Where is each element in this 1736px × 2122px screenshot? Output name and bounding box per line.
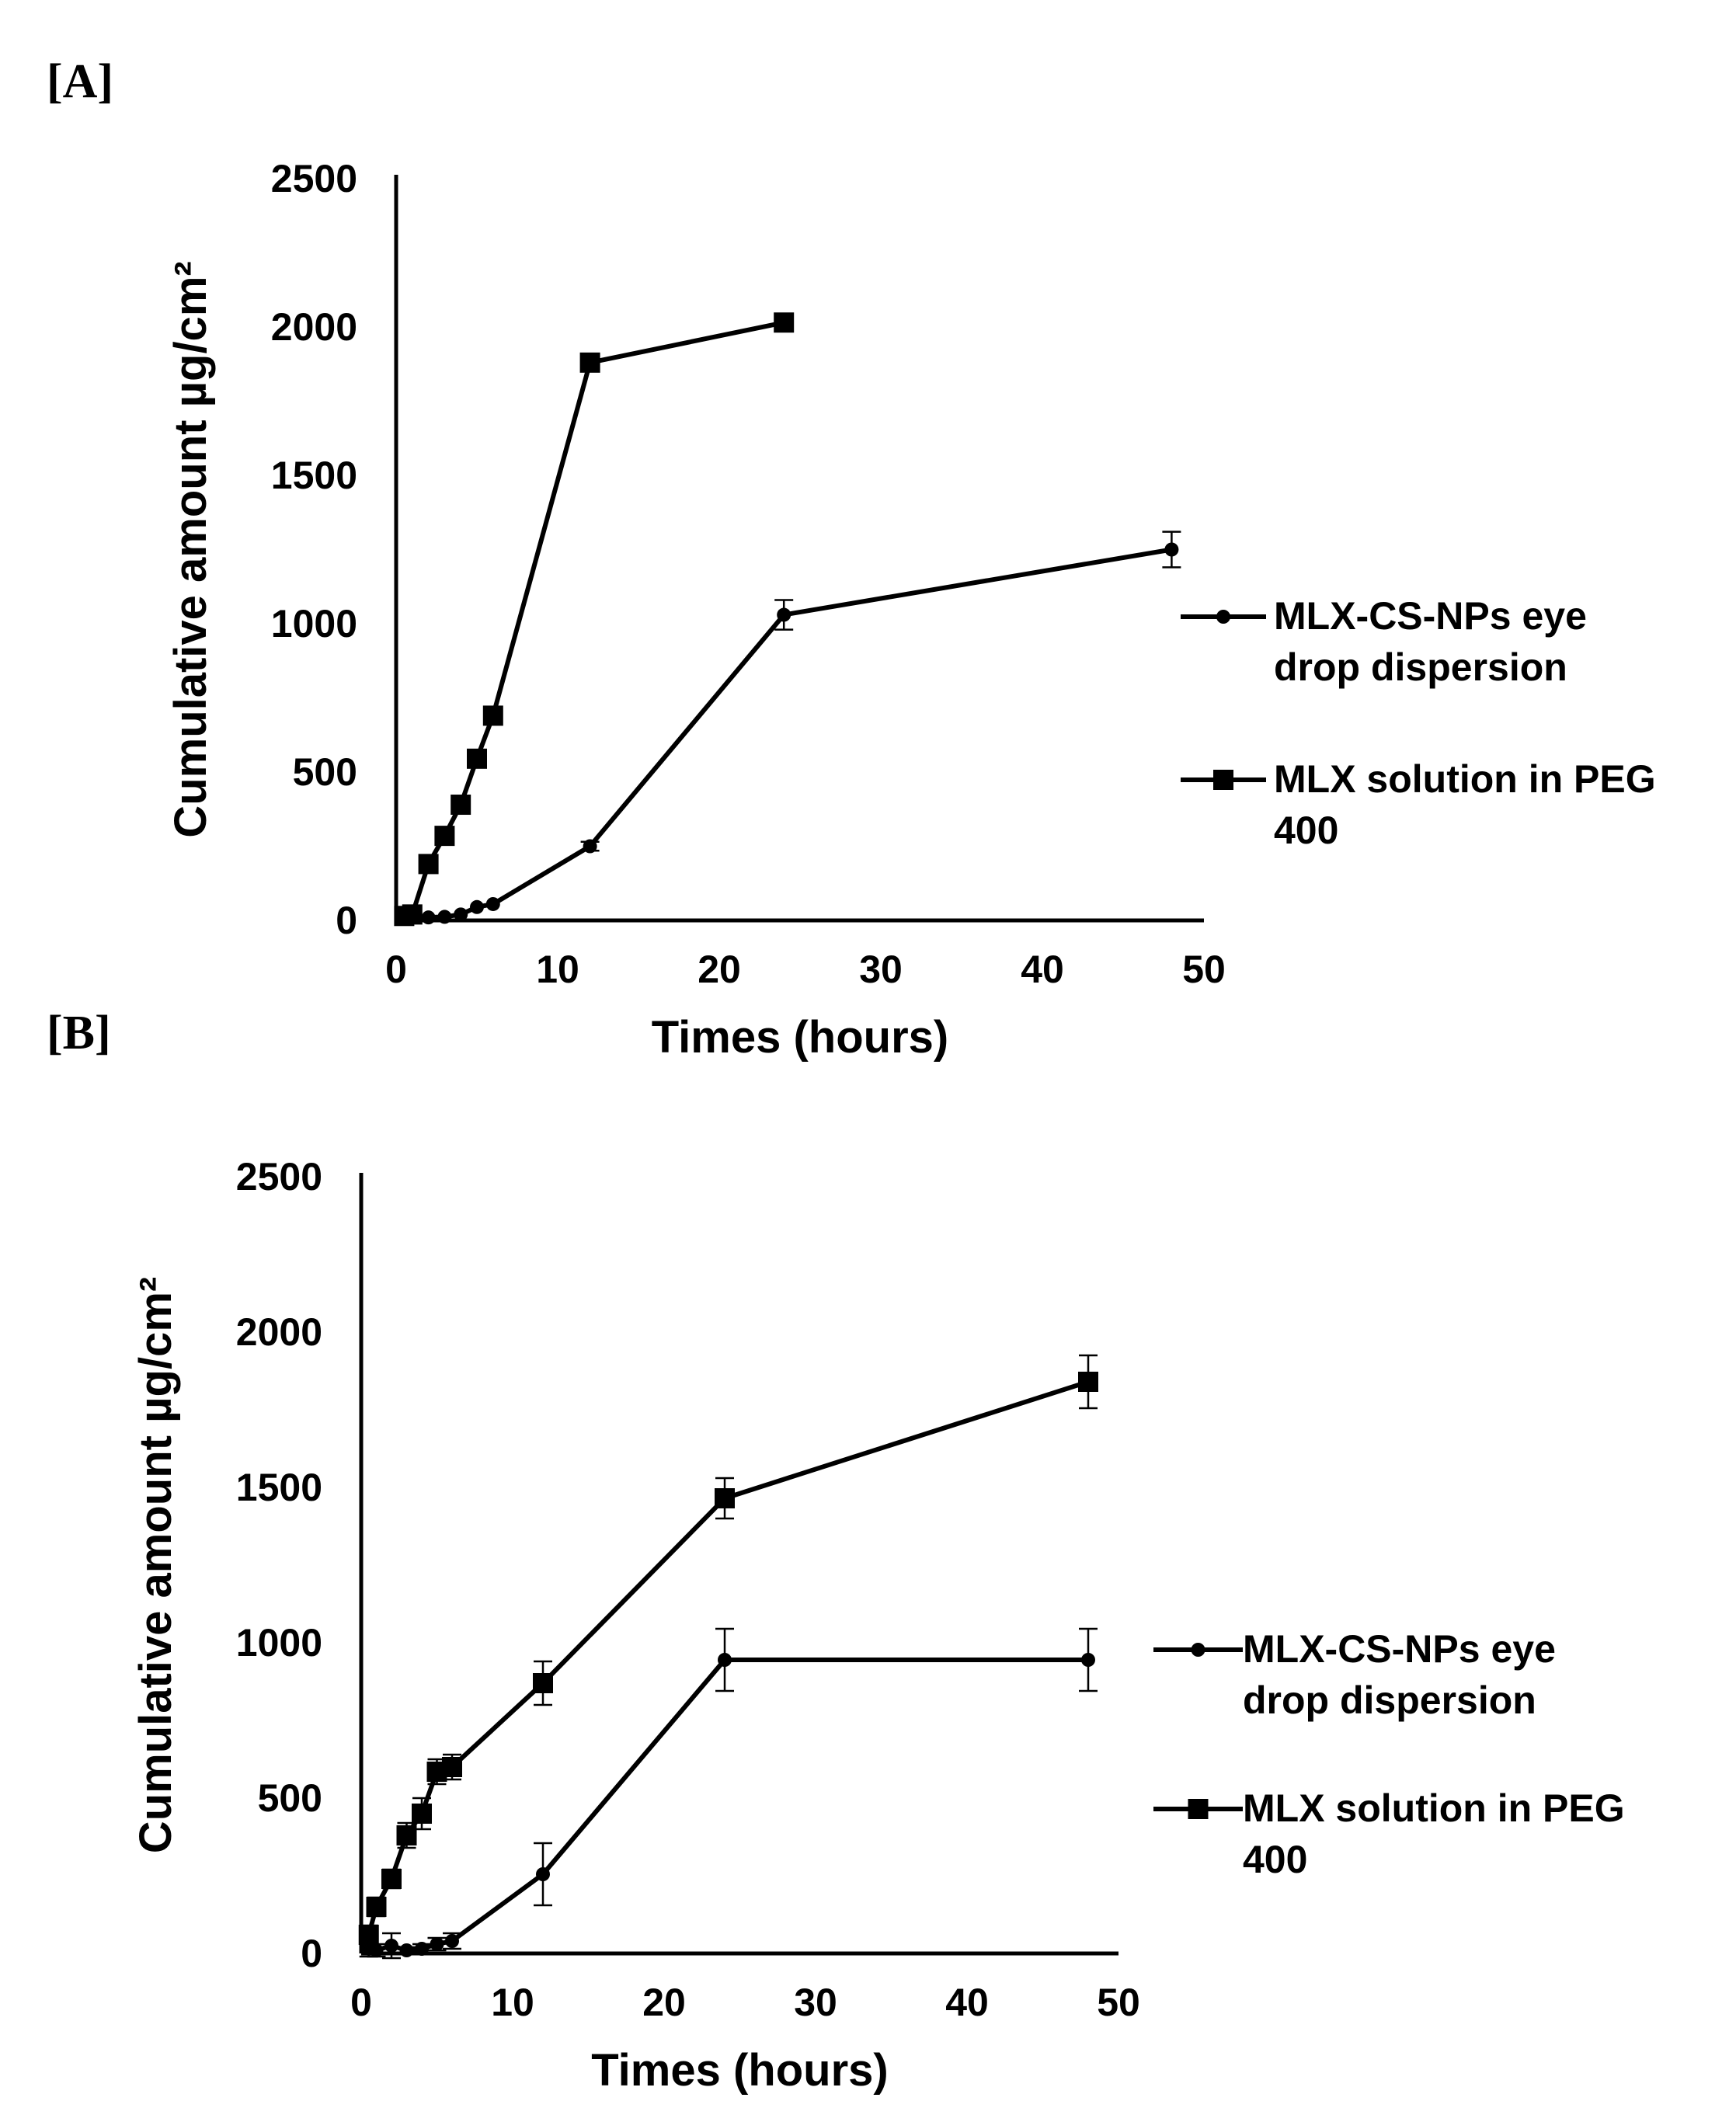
data-point [396, 1825, 417, 1845]
data-point [454, 907, 468, 922]
x-tick-label: 10 [491, 1981, 534, 2024]
legend-marker [1216, 610, 1230, 624]
x-tick-label: 50 [1097, 1981, 1140, 2024]
legend-marker [1213, 770, 1233, 790]
y-tick-label: 2000 [236, 1310, 322, 1354]
data-point [774, 312, 795, 333]
data-point [366, 1897, 387, 1917]
legend-label: drop dispersion [1243, 1678, 1536, 1722]
data-point [451, 795, 471, 816]
y-tick-label: 0 [336, 899, 357, 942]
data-point [402, 904, 423, 925]
series-line [403, 320, 785, 919]
x-tick-label: 0 [350, 1981, 372, 2024]
series-line [366, 1379, 1089, 1936]
data-point [437, 910, 452, 924]
y-tick-label: 2500 [271, 157, 357, 200]
data-point [718, 1653, 732, 1667]
data-point [442, 1757, 462, 1777]
y-axis-title: Cumulative amount µg/cm² [165, 261, 216, 837]
data-point [536, 1867, 550, 1881]
legend-label: MLX-CS-NPs eye [1243, 1627, 1556, 1671]
data-point [467, 748, 487, 769]
y-tick-label: 1500 [236, 1466, 322, 1509]
legend-marker [1191, 1643, 1205, 1657]
y-axis-title: Cumulative amount µg/cm² [130, 1277, 181, 1853]
x-tick-label: 30 [794, 1981, 837, 2024]
data-point [583, 839, 597, 854]
x-tick-label: 40 [945, 1981, 989, 2024]
x-tick-label: 50 [1182, 948, 1226, 991]
x-tick-label: 0 [385, 948, 407, 991]
y-tick-label: 500 [293, 750, 357, 794]
data-point [1164, 542, 1179, 557]
x-tick-label: 20 [698, 948, 741, 991]
x-tick-label: 40 [1021, 948, 1064, 991]
legend-label: MLX solution in PEG [1243, 1786, 1625, 1830]
x-tick-label: 30 [859, 948, 903, 991]
y-tick-label: 2000 [271, 305, 357, 349]
data-point [777, 607, 791, 622]
legend-marker [1188, 1799, 1209, 1819]
y-tick-label: 0 [301, 1932, 322, 1975]
data-point [1078, 1372, 1098, 1392]
y-tick-label: 2500 [236, 1155, 322, 1198]
panel-label: [B] [47, 1007, 111, 1059]
data-point [418, 854, 439, 875]
data-point [482, 705, 503, 726]
data-point [381, 1869, 402, 1889]
y-tick-label: 1500 [271, 454, 357, 497]
y-tick-label: 1000 [236, 1621, 322, 1665]
x-tick-label: 20 [642, 1981, 686, 2024]
data-point [358, 1925, 379, 1945]
panel-label: [A] [47, 55, 113, 108]
data-point [1081, 1653, 1095, 1667]
data-point [445, 1934, 459, 1948]
legend-label: MLX-CS-NPs eye [1274, 594, 1587, 638]
x-tick-label: 10 [536, 948, 579, 991]
legend-label: 400 [1243, 1838, 1307, 1881]
legend-label: 400 [1274, 809, 1338, 852]
data-point [369, 1943, 384, 1957]
data-point [412, 1804, 432, 1824]
data-point [485, 896, 500, 911]
x-axis-title: Times (hours) [591, 2045, 888, 2096]
series-line [403, 547, 1172, 920]
data-point [384, 1939, 398, 1953]
series-line [367, 1658, 1088, 1953]
data-point [470, 899, 484, 914]
data-point [715, 1488, 735, 1508]
y-tick-label: 1000 [271, 602, 357, 645]
y-tick-label: 500 [258, 1776, 322, 1820]
data-point [579, 352, 600, 373]
data-point [533, 1673, 553, 1693]
data-point [415, 1942, 429, 1956]
data-point [421, 910, 436, 925]
data-point [399, 1943, 414, 1957]
legend-label: drop dispersion [1274, 645, 1567, 689]
data-point [434, 826, 455, 847]
x-axis-title: Times (hours) [652, 1012, 948, 1063]
legend-label: MLX solution in PEG [1274, 757, 1656, 801]
data-point [430, 1937, 444, 1951]
